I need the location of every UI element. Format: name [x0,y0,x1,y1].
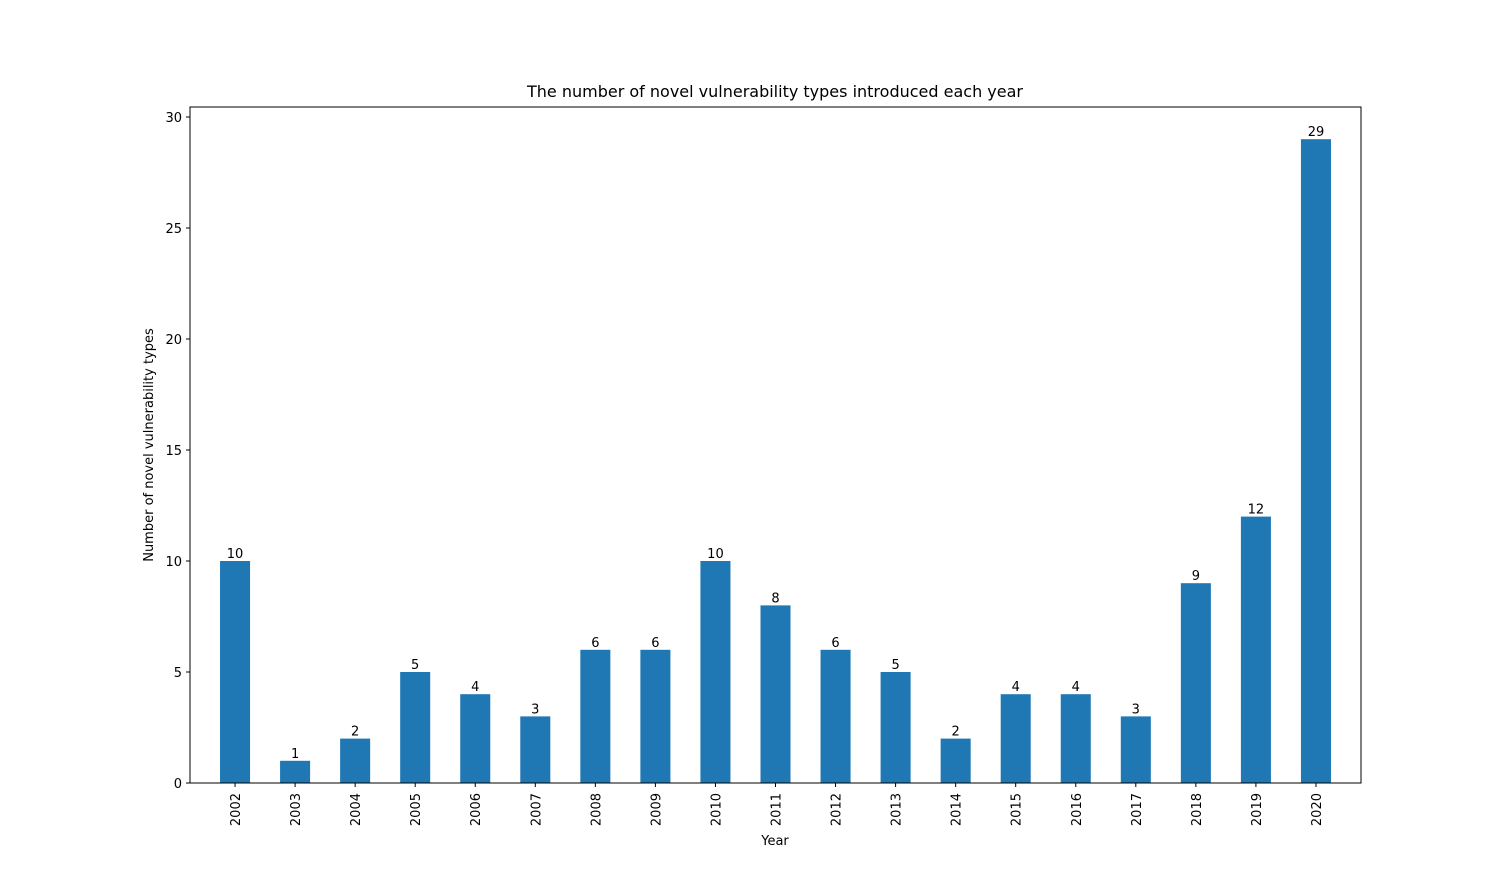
x-tick-label-2019: 2019 [1250,793,1265,826]
x-axis-label: Year [760,834,789,849]
bar-2019 [1240,516,1271,783]
data-label-2012: 6 [831,636,839,651]
bar-2010 [700,560,731,783]
y-tick-label-25: 25 [165,222,182,237]
data-label-2017: 3 [1132,702,1140,717]
x-tick-label-2011: 2011 [770,793,785,826]
bar-2004 [340,738,371,783]
y-tick-label-20: 20 [165,333,182,348]
data-label-2013: 5 [891,658,899,673]
bar-2011 [760,605,791,783]
bar-2017 [1120,716,1151,783]
bar-2002 [220,560,251,783]
bar-2015 [1000,694,1031,783]
x-tick-label-2002: 2002 [229,793,244,826]
data-label-2010: 10 [707,547,724,562]
x-tick-label-2004: 2004 [349,793,364,826]
data-label-2011: 8 [771,591,779,606]
bar-2020 [1300,139,1331,783]
data-label-2009: 6 [651,636,659,651]
x-tick-label-2014: 2014 [950,793,965,826]
bar-2006 [460,694,491,783]
x-tick-label-2015: 2015 [1010,793,1025,826]
data-label-2008: 6 [591,636,599,651]
x-axis: 2002 2003 2004 2005 2006 2007 2008 2009 2010 2011… [229,783,1325,826]
x-tick-label-2008: 2008 [589,793,604,826]
bar-2018 [1180,583,1211,783]
bar-2007 [520,716,551,783]
data-label-2006: 4 [471,680,479,695]
data-label-2016: 4 [1072,680,1080,695]
bar-2013 [880,671,911,783]
bar-2014 [940,738,971,783]
y-axis-label: Number of novel vulnerability types [142,328,157,562]
x-tick-label-2018: 2018 [1190,793,1205,826]
data-label-2002: 10 [227,547,244,562]
bar-2008 [580,649,611,783]
data-label-2003: 1 [291,747,299,762]
y-tick-label-15: 15 [165,444,182,459]
bar-2012 [820,649,851,783]
y-axis: 0 5 10 15 20 25 30 [165,111,190,792]
x-tick-label-2013: 2013 [890,793,905,826]
data-label-2020: 29 [1308,125,1325,140]
data-label-2014: 2 [952,725,960,740]
y-tick-label-30: 30 [165,111,182,126]
y-tick-label-5: 5 [174,666,182,681]
data-label-2018: 9 [1192,569,1200,584]
bar-2005 [400,671,431,783]
bar-2003 [280,760,311,783]
y-tick-label-10: 10 [165,555,182,570]
chart-title: The number of novel vulnerability types … [526,82,1023,101]
x-tick-label-2007: 2007 [529,793,544,826]
x-tick-label-2016: 2016 [1070,793,1085,826]
x-tick-label-2020: 2020 [1310,793,1325,826]
data-label-2004: 2 [351,725,359,740]
bars-group [220,139,1331,783]
x-tick-label-2003: 2003 [289,793,304,826]
x-tick-label-2010: 2010 [709,793,724,826]
data-label-2007: 3 [531,702,539,717]
data-label-2019: 12 [1248,503,1265,518]
y-tick-label-0: 0 [174,777,182,792]
plot-frame [189,106,1362,784]
bar-2016 [1060,694,1091,783]
x-tick-label-2012: 2012 [830,793,845,826]
data-label-2005: 5 [411,658,419,673]
x-tick-label-2009: 2009 [649,793,664,826]
data-label-2015: 4 [1012,680,1020,695]
bar-2009 [640,649,671,783]
x-tick-label-2017: 2017 [1130,793,1145,826]
x-tick-label-2005: 2005 [409,793,424,826]
x-tick-label-2006: 2006 [469,793,484,826]
